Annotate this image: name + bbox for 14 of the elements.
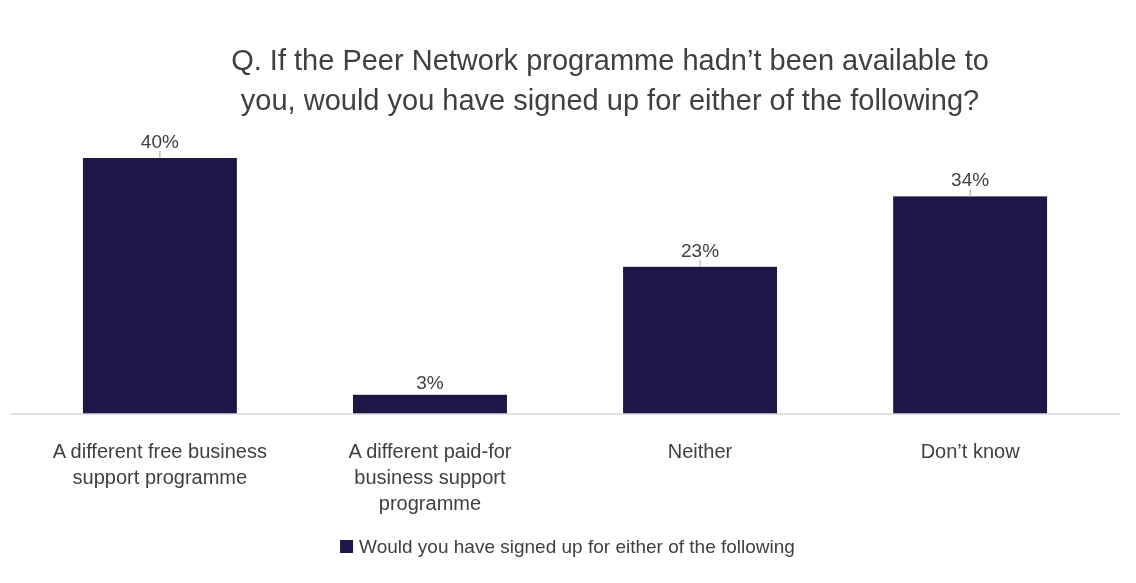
x-tick-label: Neither	[667, 440, 733, 462]
x-tick-label: Don’t know	[920, 440, 1021, 462]
bar	[82, 158, 237, 414]
data-label: 40%	[140, 131, 180, 152]
x-tick-label: A different paid-for business support programme	[348, 440, 512, 514]
data-label: 34%	[951, 169, 990, 191]
chart-title: Q. If the Peer Network programme hadn’t been available to you, would you have signed up for either of the following?	[231, 44, 989, 116]
bar	[623, 266, 778, 414]
bar	[352, 394, 507, 414]
x-tick-label: A different free business support programme	[52, 440, 267, 488]
legend-label: Would you have signed up for either of the following	[359, 536, 795, 557]
bar	[893, 196, 1048, 414]
data-label: 23%	[681, 239, 720, 261]
data-label: 3%	[416, 371, 444, 393]
